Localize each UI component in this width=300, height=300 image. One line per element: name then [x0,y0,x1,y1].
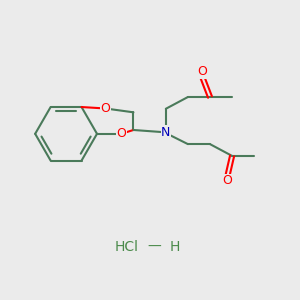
Text: O: O [116,127,126,140]
Text: N: N [161,126,170,139]
Text: O: O [223,174,232,188]
Text: O: O [198,65,208,79]
Text: HCl: HCl [114,240,138,254]
Text: O: O [101,102,111,115]
Text: H: H [170,240,180,254]
Text: —: — [148,240,161,254]
